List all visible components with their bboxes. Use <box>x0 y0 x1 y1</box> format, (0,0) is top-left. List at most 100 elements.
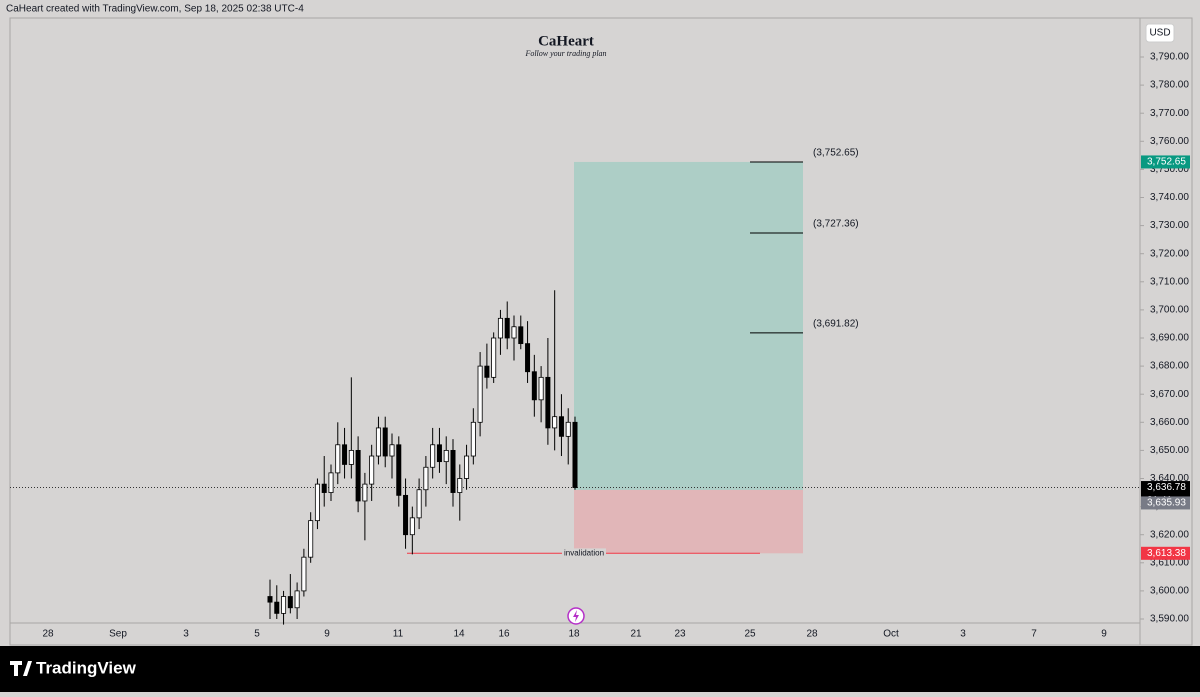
header: CaHeart created with TradingView.com, Se… <box>6 4 304 15</box>
x-tick-label: Oct <box>883 629 899 640</box>
y-tick-label: 3,770.00 <box>1150 108 1189 119</box>
candle-body <box>375 427 381 457</box>
candle-body <box>470 421 476 457</box>
watermark-title: CaHeart <box>538 33 594 49</box>
candle-body <box>382 427 388 457</box>
x-tick-label: 28 <box>806 629 818 640</box>
x-tick-label: 28 <box>42 629 54 640</box>
candle-body <box>403 494 409 536</box>
candle-body <box>545 376 551 429</box>
candle-body <box>572 421 578 488</box>
candle-body <box>504 317 510 339</box>
x-tick-label: 11 <box>393 629 404 640</box>
candle-body <box>552 416 558 429</box>
price-label: 3,752.65 <box>1147 157 1186 168</box>
x-tick-label: 3 <box>183 629 189 640</box>
x-tick-label: Sep <box>109 629 127 640</box>
x-tick-label: 16 <box>498 629 510 640</box>
y-tick-label: 3,640.00 <box>1150 473 1189 484</box>
price-label-bg <box>1141 546 1190 560</box>
y-tick-label: 3,670.00 <box>1150 389 1189 400</box>
candle-body <box>281 596 287 614</box>
x-tick-label: 23 <box>674 629 686 640</box>
y-tick-label: 3,700.00 <box>1150 305 1189 316</box>
y-tick-label: 3,610.00 <box>1150 557 1189 568</box>
currency[interactable]: USD <box>1149 28 1170 39</box>
candle-body <box>497 317 503 339</box>
candle-body <box>443 449 449 463</box>
candle-body <box>287 596 293 609</box>
candle-body <box>457 478 463 493</box>
candle-body <box>450 449 456 493</box>
x-tick-label: 3 <box>960 629 966 640</box>
candle-body <box>518 326 524 345</box>
candle-body <box>362 483 368 502</box>
candle-body <box>464 455 470 479</box>
y-tick-label: 3,710.00 <box>1150 276 1189 287</box>
candle-body <box>409 517 415 536</box>
candle-body <box>301 556 307 592</box>
y-tick-label: 3,620.00 <box>1150 529 1189 540</box>
tp-label: (3,752.65) <box>813 148 859 159</box>
candle-body <box>484 365 490 378</box>
candle-body <box>491 337 497 378</box>
x-tick-label: 7 <box>1031 629 1037 640</box>
x-tick-label: 9 <box>1101 629 1107 640</box>
footer-bar <box>0 646 1200 692</box>
invalidation-label-bg <box>561 548 607 558</box>
x-tick-label: 21 <box>630 629 642 640</box>
currency-box[interactable] <box>1145 23 1175 43</box>
candle-body <box>308 520 314 558</box>
candle-body <box>531 371 537 401</box>
event-icon-bolt <box>573 610 579 622</box>
y-tick-label: 3,760.00 <box>1150 136 1189 147</box>
y-tick-label: 3,740.00 <box>1150 192 1189 203</box>
candle-body <box>294 590 300 609</box>
candle-body <box>565 421 571 437</box>
y-tick-label: 3,720.00 <box>1150 248 1189 259</box>
price-label: 3,613.38 <box>1147 548 1186 559</box>
footer-brand: TradingView <box>36 658 137 677</box>
candle-body <box>430 444 436 468</box>
candle-body <box>416 489 422 519</box>
candle-body <box>389 444 395 457</box>
x-tick-label: 18 <box>568 629 580 640</box>
candle-body <box>328 472 334 493</box>
candle-body <box>274 601 280 614</box>
invalidation-label: invalidation <box>564 548 604 557</box>
candle-body <box>335 444 341 474</box>
candle-body <box>423 466 429 491</box>
profit-zone <box>574 161 803 490</box>
candle-body <box>321 483 327 493</box>
y-tick-label: 3,790.00 <box>1150 52 1189 63</box>
candle-body <box>267 596 273 603</box>
candle-body <box>348 449 354 465</box>
candle-body <box>396 444 402 496</box>
tv-logo <box>10 661 32 676</box>
price-label-bg <box>1141 496 1190 510</box>
y-tick-label: 3,590.00 <box>1150 614 1189 625</box>
candle-body <box>355 449 361 502</box>
watermark-subtitle: Follow your trading plan <box>524 49 606 58</box>
tp-label: (3,691.82) <box>813 319 859 330</box>
y-tick-label: 3,780.00 <box>1150 80 1189 91</box>
candle-body <box>436 444 442 463</box>
candle-body <box>314 483 320 522</box>
x-tick-label: 5 <box>254 629 260 640</box>
y-tick-label: 3,600.00 <box>1150 586 1189 597</box>
y-tick-label: 3,680.00 <box>1150 361 1189 372</box>
x-tick-label: 14 <box>453 629 465 640</box>
price-label: 3,636.78 <box>1147 482 1186 493</box>
candle-body <box>525 343 531 373</box>
candle-body <box>511 326 517 339</box>
candle-body <box>342 444 348 465</box>
candle-body <box>558 416 564 437</box>
tp-label: (3,727.36) <box>813 219 859 230</box>
candle-body <box>369 455 375 485</box>
x-tick-label: 9 <box>324 629 330 640</box>
loss-zone <box>574 489 803 554</box>
price-label-bg <box>1141 155 1190 169</box>
y-tick-label: 3,660.00 <box>1150 417 1189 428</box>
